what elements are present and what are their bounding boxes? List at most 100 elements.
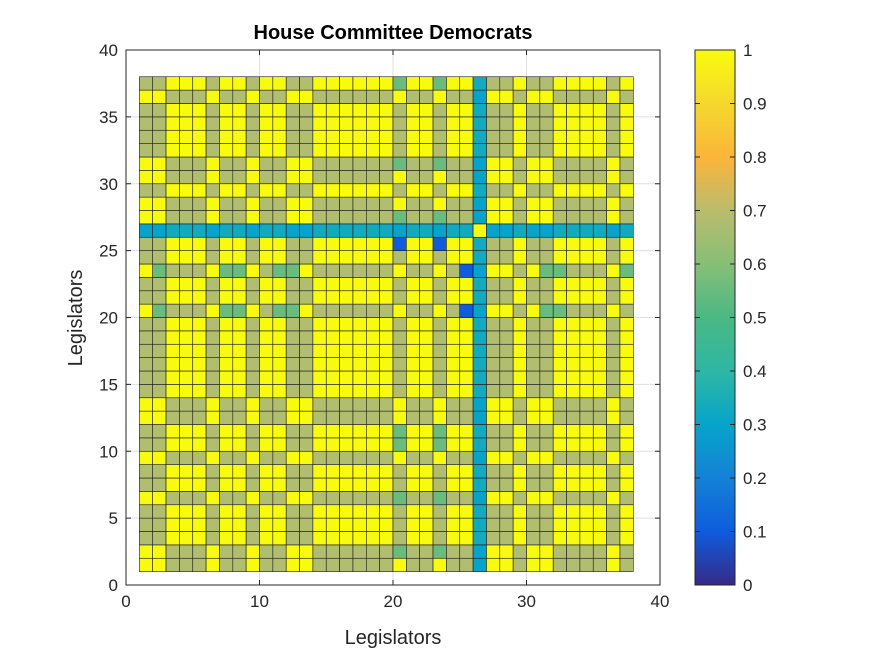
heatmap-cell: [513, 451, 526, 464]
heatmap-cell: [260, 224, 273, 237]
heatmap-cell: [219, 558, 232, 571]
x-tick-label: 30: [517, 592, 536, 611]
heatmap-cell: [260, 170, 273, 183]
heatmap-cell: [406, 237, 419, 250]
heatmap-cell: [153, 170, 166, 183]
heatmap-cell: [260, 277, 273, 290]
heatmap-cell: [273, 518, 286, 531]
heatmap-cell: [179, 130, 192, 143]
heatmap-cell: [580, 77, 593, 90]
heatmap-cell: [527, 277, 540, 290]
heatmap-cell: [380, 425, 393, 438]
heatmap-cell: [580, 224, 593, 237]
heatmap-cell: [380, 211, 393, 224]
heatmap-cell: [219, 398, 232, 411]
heatmap-cell: [206, 251, 219, 264]
heatmap-cell: [593, 157, 606, 170]
heatmap-cell: [139, 505, 152, 518]
heatmap-cell: [300, 398, 313, 411]
heatmap-cell: [166, 558, 179, 571]
heatmap-cell: [139, 144, 152, 157]
heatmap-cell: [340, 170, 353, 183]
heatmap-cell: [500, 197, 513, 210]
heatmap-cell: [446, 545, 459, 558]
heatmap-cell: [580, 90, 593, 103]
heatmap-cell: [486, 291, 499, 304]
heatmap-cell: [527, 518, 540, 531]
heatmap-cell: [206, 558, 219, 571]
heatmap-cell: [567, 331, 580, 344]
heatmap-cell: [380, 291, 393, 304]
heatmap-cell: [540, 291, 553, 304]
heatmap-cell: [153, 251, 166, 264]
heatmap-cell: [260, 505, 273, 518]
heatmap-cell: [353, 264, 366, 277]
heatmap-cell: [406, 90, 419, 103]
heatmap-cell: [233, 358, 246, 371]
heatmap-cell: [380, 384, 393, 397]
heatmap-cell: [500, 130, 513, 143]
heatmap-cell: [300, 478, 313, 491]
heatmap-cell: [286, 77, 299, 90]
heatmap-cell: [620, 184, 633, 197]
heatmap-cell: [527, 465, 540, 478]
heatmap-cell: [193, 304, 206, 317]
heatmap-cell: [540, 251, 553, 264]
heatmap-cell: [326, 224, 339, 237]
heatmap-cell: [406, 438, 419, 451]
heatmap-cell: [273, 465, 286, 478]
heatmap-cell: [286, 344, 299, 357]
heatmap-cell: [246, 184, 259, 197]
heatmap-cell: [139, 251, 152, 264]
heatmap-cell: [527, 197, 540, 210]
heatmap-cell: [206, 291, 219, 304]
heatmap-cell: [366, 130, 379, 143]
heatmap-cell: [500, 438, 513, 451]
heatmap-cell: [246, 77, 259, 90]
heatmap-cell: [393, 371, 406, 384]
heatmap-cell: [607, 117, 620, 130]
heatmap-cell: [553, 318, 566, 331]
heatmap-cell: [193, 331, 206, 344]
heatmap-cell: [473, 157, 486, 170]
heatmap-cell: [486, 558, 499, 571]
heatmap-cell: [273, 478, 286, 491]
heatmap-cell: [340, 291, 353, 304]
heatmap-cell: [179, 304, 192, 317]
heatmap-cell: [273, 264, 286, 277]
heatmap-cell: [326, 277, 339, 290]
heatmap-cell: [540, 304, 553, 317]
heatmap-cell: [406, 491, 419, 504]
heatmap-cell: [446, 425, 459, 438]
heatmap-cell: [313, 545, 326, 558]
heatmap-cell: [300, 304, 313, 317]
heatmap-cell: [326, 371, 339, 384]
heatmap-cell: [166, 398, 179, 411]
heatmap-cell: [513, 558, 526, 571]
heatmap-cell: [593, 277, 606, 290]
heatmap-cell: [527, 251, 540, 264]
heatmap-cell: [326, 465, 339, 478]
heatmap-cell: [567, 398, 580, 411]
heatmap-cell: [353, 291, 366, 304]
heatmap-cell: [433, 438, 446, 451]
heatmap-cell: [206, 211, 219, 224]
heatmap-cell: [193, 117, 206, 130]
heatmap-cell: [460, 465, 473, 478]
heatmap-cell: [246, 277, 259, 290]
heatmap-cell: [446, 304, 459, 317]
heatmap-cell: [393, 117, 406, 130]
heatmap-cell: [179, 518, 192, 531]
heatmap-cell: [233, 211, 246, 224]
heatmap-cell: [540, 358, 553, 371]
heatmap-cell: [460, 344, 473, 357]
heatmap-cell: [406, 532, 419, 545]
heatmap-cell: [433, 224, 446, 237]
heatmap-cell: [460, 505, 473, 518]
heatmap-cell: [553, 104, 566, 117]
heatmap-cell: [260, 411, 273, 424]
heatmap-cell: [593, 425, 606, 438]
heatmap-cell: [460, 130, 473, 143]
heatmap-cell: [406, 224, 419, 237]
heatmap-cell: [620, 304, 633, 317]
